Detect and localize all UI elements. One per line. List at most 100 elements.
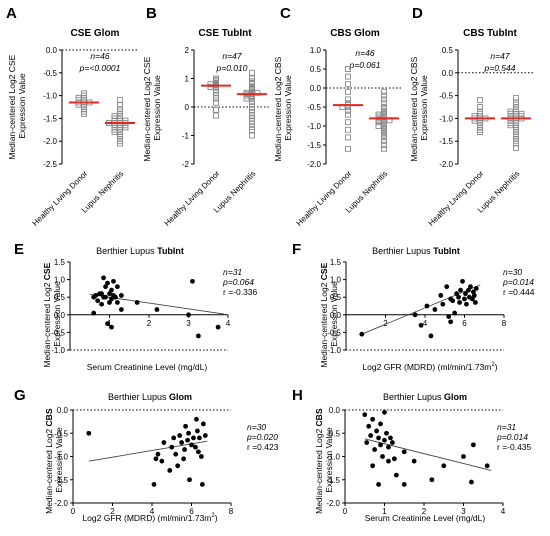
data-point <box>186 312 191 318</box>
panel-title-prefix: Berthier Lupus <box>383 392 444 402</box>
stat-p: p=0.014 <box>496 432 528 442</box>
data-point <box>249 132 255 139</box>
data-point <box>91 310 97 316</box>
data-point <box>215 324 221 330</box>
plot-area: 0.0 -0.5 -1.0 -1.5 -2.00 2 4 6 8 <box>54 406 234 516</box>
y-tick-label: 0.5 <box>54 293 66 302</box>
data-point <box>375 123 382 129</box>
data-point <box>169 444 175 450</box>
data-point <box>477 129 483 136</box>
y-tick-label: -2.0 <box>43 137 57 146</box>
data-point <box>103 284 108 290</box>
y-tick-label: -0.5 <box>43 69 57 78</box>
data-point <box>444 284 450 290</box>
panel-g: G Berthier Lupus Glom Median-centered Lo… <box>14 387 279 523</box>
stat-n: n=46 <box>355 48 374 58</box>
data-point <box>117 140 123 147</box>
y-axis-label: Median-centered Log2 CSE Expression Valu… <box>142 54 162 161</box>
stat-r: r =-0.336 <box>223 287 258 297</box>
data-point <box>484 463 490 469</box>
data-point <box>153 456 159 462</box>
y-axis-label-line2: Expression Value <box>419 75 429 141</box>
data-point <box>376 482 381 487</box>
data-point <box>378 421 383 427</box>
y-tick-label: -2 <box>182 160 190 169</box>
y-axis-label-line2: Expression Value <box>283 75 293 141</box>
stat-n: n=30 <box>247 422 266 432</box>
stat-p: p=0.544 <box>484 63 516 73</box>
y-tick-label: -2.0 <box>439 160 453 169</box>
y-axis-label-line1: Median-centered Log2 CBS <box>314 408 324 514</box>
data-point <box>411 458 417 464</box>
data-point <box>380 454 385 459</box>
y-tick-label: 0.0 <box>310 84 322 93</box>
y-tick-label: 0.0 <box>46 46 58 55</box>
stat-n: n=30 <box>503 267 522 277</box>
y-tick-label: -0.5 <box>51 328 65 337</box>
data-point <box>473 286 479 291</box>
data-point <box>382 409 387 415</box>
data-point <box>249 126 255 133</box>
data-point <box>179 440 185 445</box>
data-point <box>345 107 351 114</box>
y-axis-label-line2: Expression Value <box>17 73 27 139</box>
data-point <box>182 447 187 452</box>
data-point <box>471 293 477 298</box>
y-tick-label: 0.5 <box>310 65 322 74</box>
data-point <box>345 119 351 126</box>
y-tick-label: 1 <box>185 75 190 84</box>
x-tick-label: 2 <box>147 319 152 328</box>
stat-p: p=0.064 <box>222 277 254 287</box>
data-point <box>118 293 124 298</box>
stat-p: p=0.010 <box>216 63 248 73</box>
data-point <box>463 291 468 297</box>
x-axis-label: Log2 GFR (MDRD) (ml/min/1.73m2) <box>82 513 217 523</box>
data-point <box>507 122 514 129</box>
panel-title-prefix: Berthier Lupus <box>372 246 433 256</box>
data-point <box>381 88 387 95</box>
data-point <box>115 300 120 305</box>
x-axis-label-superscript: 2 <box>491 362 495 368</box>
data-point <box>345 111 351 118</box>
panel-d: D CBS TubInt Median-centered Log2 CBS Ex… <box>409 5 534 228</box>
data-point <box>95 298 101 304</box>
data-point <box>429 477 435 483</box>
data-point <box>99 291 104 297</box>
data-point <box>513 145 519 151</box>
data-point <box>384 430 389 436</box>
stat-n: n=31 <box>497 422 516 432</box>
data-point <box>370 416 376 422</box>
y-axis-label-prefix: Median-centered Log2 <box>314 426 324 513</box>
y-tick-label: -1.0 <box>439 114 453 123</box>
x-tick-label: 6 <box>462 319 467 328</box>
panel-b: B CSE TubInt Median-centered Log2 CSE Ex… <box>142 5 270 228</box>
y-tick-label: 0.0 <box>57 406 69 415</box>
data-point <box>113 294 118 300</box>
y-axis-label-prefix: Median-centered Log2 <box>44 426 54 513</box>
x-tick-label: 2 <box>422 507 427 516</box>
y-axis-label-bold: CSE <box>319 262 329 280</box>
data-point <box>446 314 452 319</box>
data-point <box>372 447 378 452</box>
data-point <box>432 307 438 312</box>
x-tick-label: 1 <box>382 507 387 516</box>
data-point <box>418 322 424 328</box>
y-tick-label: -0.5 <box>327 328 341 337</box>
y-tick-label: -2.5 <box>43 160 57 169</box>
plot-area: 1.5 1.0 0.5 0.0 -0.5 -1.0 2 4 6 8 <box>327 258 507 355</box>
regression-line <box>364 438 492 471</box>
y-tick-label: 1.0 <box>310 46 322 55</box>
data-point <box>134 300 140 305</box>
y-axis-label-line1: Median-centered Log2 CSE <box>42 262 52 367</box>
y-axis-label: Median-centered Log2 CBS Expression Valu… <box>273 54 293 161</box>
y-axis-label-line2: Expression Value <box>54 427 64 493</box>
y-tick-label: 1.0 <box>54 276 66 285</box>
panel-e: E Berthier Lupus TubInt Median-centered … <box>14 241 258 372</box>
data-point <box>103 294 108 300</box>
data-point <box>460 278 465 284</box>
panel-f: F Berthier Lupus TubInt Median-centered … <box>292 241 535 372</box>
data-point <box>359 331 365 337</box>
data-point <box>243 95 250 102</box>
